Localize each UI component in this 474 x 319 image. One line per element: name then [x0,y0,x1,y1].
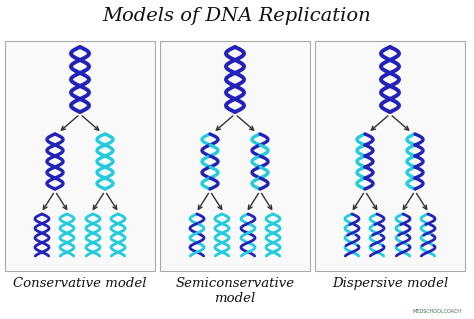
Bar [160,41,310,271]
Text: Conservative model: Conservative model [13,277,147,290]
Bar [5,41,155,271]
Text: Models of DNA Replication: Models of DNA Replication [103,7,371,25]
Text: Dispersive model: Dispersive model [332,277,448,290]
Text: MEDSCHOOLCOACH: MEDSCHOOLCOACH [413,309,462,314]
Bar [315,41,465,271]
Text: Semiconservative
model: Semiconservative model [175,277,294,305]
